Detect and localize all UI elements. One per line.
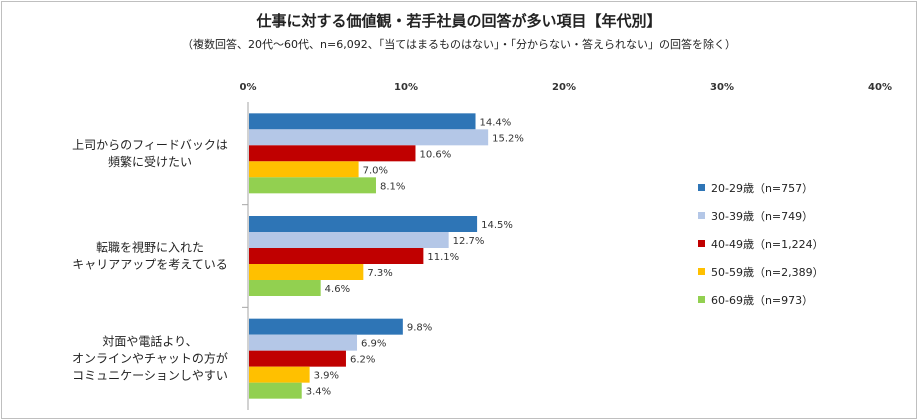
data-label: 7.3% [367,268,392,279]
x-tick-label: 10% [394,82,418,93]
category-label: 対面や電話より、 [102,334,197,349]
bar [249,177,376,194]
data-label: 6.9% [361,339,386,350]
legend-swatch [698,296,705,303]
category-label: コミュニケーションしやすい [72,369,228,383]
data-label: 7.0% [363,165,388,176]
category-label: 頻繁に受けたい [108,154,192,169]
legend-label: 60-69歳（n=973） [711,294,813,307]
legend-swatch [698,268,705,275]
bar [249,334,358,351]
bar [249,280,321,296]
data-label: 11.1% [427,252,459,263]
legend-swatch [698,212,705,219]
legend-label: 30-39歳（n=749） [711,210,813,223]
data-label: 10.6% [419,149,451,160]
bar [249,350,346,367]
legend-label: 20-29歳（n=757） [711,182,813,195]
x-tick-label: 40% [868,82,892,93]
x-tick-label: 0% [240,82,257,93]
data-label: 4.6% [325,284,350,295]
x-tick-label: 30% [710,82,734,93]
bar [249,264,364,280]
data-label: 14.5% [481,220,513,231]
category-label: オンラインやチャットの方が [72,351,228,366]
data-label: 9.8% [407,323,432,334]
bar [249,318,403,335]
bar [249,366,310,383]
x-tick-label: 20% [552,82,576,93]
data-label: 8.1% [380,181,405,192]
chart-title: 仕事に対する価値観・若手社員の回答が多い項目【年代別】 [256,12,662,30]
bar [249,113,476,130]
bar [249,161,359,178]
legend-swatch [698,240,705,247]
bar [249,248,424,264]
data-label: 15.2% [492,133,524,144]
chart-subtitle: （複数回答、20代～60代、n=6,092、「当てはまるものはない」・「分からな… [182,38,736,51]
legend-swatch [698,184,705,191]
category-label: 上司からのフィードバックは [72,138,228,152]
category-label: 転職を視野に入れた [96,240,204,255]
data-label: 14.4% [480,117,512,128]
category-label: キャリアアップを考えている [72,258,227,272]
bar [249,382,302,399]
bar [249,232,449,248]
bar [249,145,416,162]
data-label: 3.9% [314,371,339,382]
data-label: 12.7% [453,236,485,247]
bar [249,216,478,232]
data-label: 6.2% [350,355,375,366]
legend-label: 40-49歳（n=1,224） [711,238,824,251]
legend-label: 50-59歳（n=2,389） [711,266,824,279]
data-label: 3.4% [306,387,331,398]
bar [249,129,489,146]
